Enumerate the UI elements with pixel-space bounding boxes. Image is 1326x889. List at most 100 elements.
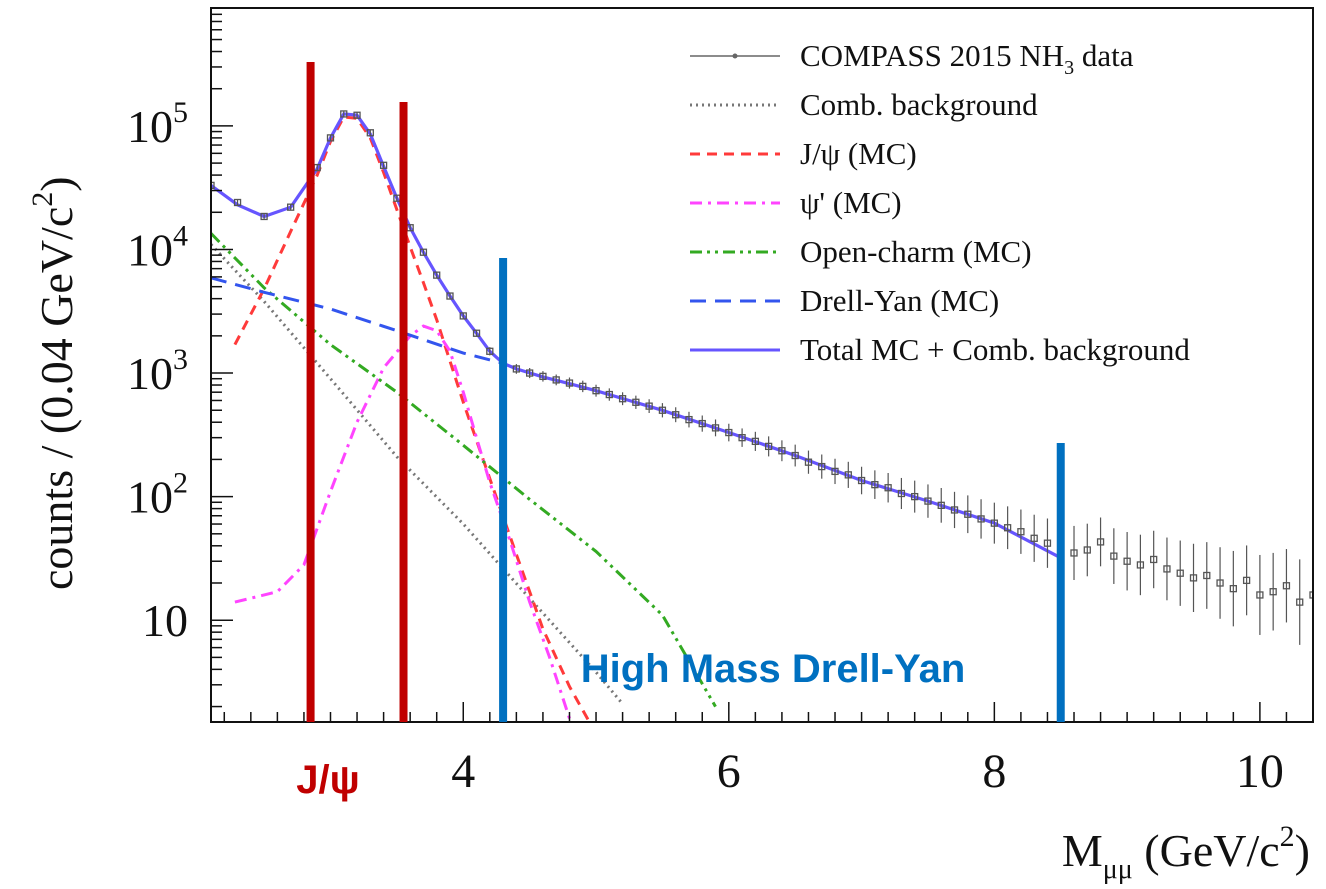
y-tick-exponent: 3 <box>173 343 188 376</box>
data-point <box>1136 561 1145 569</box>
data-point <box>326 134 335 142</box>
data-point <box>472 329 481 337</box>
data-point <box>486 347 494 355</box>
data-point <box>698 419 706 428</box>
legend-label: Drell-Yan (MC) <box>800 283 999 318</box>
data-point <box>1203 571 1211 580</box>
data-point <box>1110 552 1118 560</box>
x-axis-label-unit: (GeV/c <box>1133 825 1280 876</box>
data-point <box>353 111 361 119</box>
y-axis-label-main: counts / (0.04 GeV/c <box>31 207 82 590</box>
y-axis-label-sup: 2 <box>26 192 59 207</box>
legend-label: ψ' (MC) <box>800 185 902 220</box>
data-point <box>645 402 653 410</box>
data-point <box>632 398 640 406</box>
x-tick-label: 8 <box>982 745 1006 798</box>
data-point <box>419 248 428 256</box>
data-point <box>1256 591 1264 599</box>
legend-label-text: COMPASS 2015 NH <box>800 38 1064 73</box>
data-point <box>459 312 467 320</box>
series-line-j-mc- <box>233 115 591 722</box>
data-point <box>1229 584 1237 593</box>
x-axis-label-close: ) <box>1295 825 1310 876</box>
y-tick-exponent: 4 <box>173 219 188 252</box>
y-tick-label: 103 <box>127 343 188 399</box>
data-point <box>1017 528 1025 536</box>
legend-label-text: Open-charm (MC) <box>800 234 1032 269</box>
legend-label-text: Total MC + Comb. background <box>800 332 1190 367</box>
data-point <box>658 406 667 414</box>
data-point <box>990 519 998 527</box>
y-axis-label-close: ) <box>31 176 82 191</box>
data-point <box>1282 582 1291 590</box>
x-tick-label: 10 <box>1236 745 1284 798</box>
y-tick-label: 104 <box>127 219 188 275</box>
y-tick-base: 10 <box>127 101 173 152</box>
data-point <box>379 161 388 169</box>
data-point <box>1043 539 1052 547</box>
data-point <box>1216 579 1224 587</box>
data-point <box>711 424 720 432</box>
data-point <box>1189 574 1198 582</box>
data-point <box>831 467 839 476</box>
data-point <box>1123 557 1131 565</box>
data-point <box>446 292 454 300</box>
y-tick-base: 10 <box>127 472 173 523</box>
x-axis-label-sub: μμ <box>1103 854 1133 885</box>
legend-label-text: ψ' (MC) <box>800 185 902 220</box>
data-point <box>1070 549 1078 557</box>
annotations: J/ψ High Mass Drell-Yan <box>296 62 1065 802</box>
y-tick-base: 10 <box>127 224 173 275</box>
data-point <box>884 484 892 492</box>
legend-label: Open-charm (MC) <box>800 234 1032 269</box>
data-point <box>1269 588 1277 596</box>
data-point <box>738 434 746 442</box>
data-point <box>1003 524 1012 532</box>
data-point <box>672 411 680 419</box>
x-axis-label-main: M <box>1062 825 1103 876</box>
data-point <box>1096 538 1105 546</box>
data-point <box>818 462 826 471</box>
data-point <box>1296 598 1304 606</box>
plot-area <box>211 110 1313 722</box>
legend: COMPASS 2015 NH3 data Comb. background J/ψ… <box>690 38 1190 367</box>
data-point <box>1176 569 1184 577</box>
data-point <box>924 497 932 505</box>
x-tick-label: 4 <box>451 745 475 798</box>
data-point <box>977 515 985 523</box>
data-point <box>950 506 959 514</box>
x-tick-label: 6 <box>717 745 741 798</box>
data-point <box>1150 555 1158 564</box>
data-point <box>778 447 786 455</box>
plot-frame <box>210 7 1314 723</box>
legend-label-text: Comb. background <box>800 87 1038 122</box>
data-point <box>552 376 560 384</box>
legend-label-text: J/ψ (MC) <box>800 136 917 171</box>
data-point <box>579 382 587 391</box>
data-point <box>565 379 574 387</box>
drell-yan-label: High Mass Drell-Yan <box>581 647 966 691</box>
x-axis-label-sup: 2 <box>1280 820 1295 853</box>
series-line-comb-background <box>211 243 624 705</box>
data-point <box>1242 576 1251 585</box>
y-tick-exponent: 5 <box>173 96 188 129</box>
data-point <box>433 271 441 279</box>
data-point <box>764 442 773 451</box>
data-point <box>287 203 295 211</box>
y-tick-label: 105 <box>127 96 188 152</box>
data-point <box>1083 546 1091 554</box>
data-point <box>1163 565 1171 573</box>
data-point <box>592 387 600 395</box>
data-point <box>871 480 879 489</box>
data-point <box>211 181 215 190</box>
data-point <box>233 198 242 207</box>
jpsi-label: J/ψ <box>296 758 360 802</box>
data-point <box>1309 591 1313 599</box>
data-point <box>937 501 945 509</box>
y-tick-label: 102 <box>127 467 188 523</box>
series-line-open-charm-mc- <box>211 232 717 708</box>
data-point <box>260 212 268 221</box>
legend-label: Total MC + Comb. background <box>800 332 1190 367</box>
